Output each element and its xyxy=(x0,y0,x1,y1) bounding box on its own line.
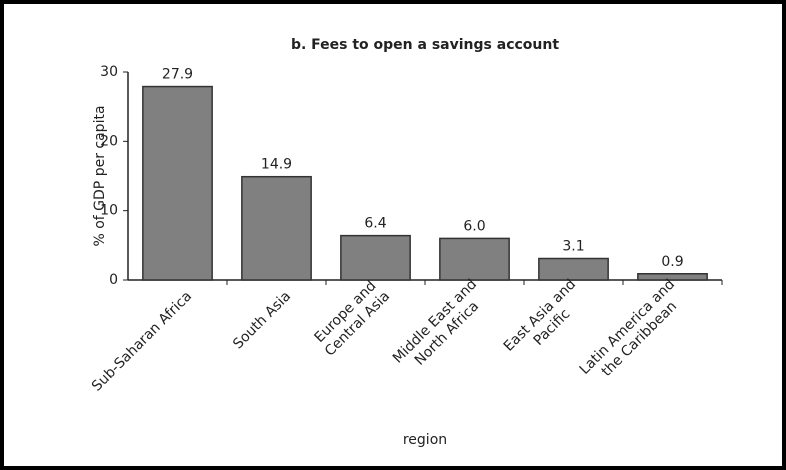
bar xyxy=(340,234,411,281)
value-label: 14.9 xyxy=(261,157,292,173)
y-tick-label: 10 xyxy=(100,203,118,219)
value-label: 3.1 xyxy=(562,239,584,255)
y-axis-label: % of GDP per capita xyxy=(92,105,108,246)
value-label: 6.4 xyxy=(364,216,386,232)
bar xyxy=(142,85,213,281)
x-axis-label: region xyxy=(403,432,447,448)
value-label: 6.0 xyxy=(463,218,485,234)
bar xyxy=(439,237,510,281)
bar xyxy=(538,257,609,281)
y-tick-label: 0 xyxy=(109,272,118,288)
value-label: 27.9 xyxy=(162,67,193,83)
bar xyxy=(241,175,312,281)
value-label: 0.9 xyxy=(661,254,683,270)
y-tick-label: 20 xyxy=(100,133,118,149)
chart-title: b. Fees to open a savings account xyxy=(291,37,559,53)
y-tick-label: 30 xyxy=(100,64,118,80)
bar xyxy=(637,273,708,281)
